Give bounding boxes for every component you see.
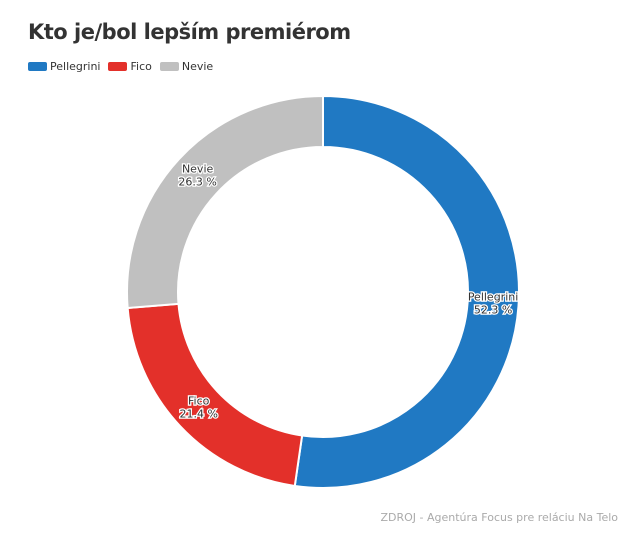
slice-pellegrini[interactable]: [293, 94, 520, 489]
slice-nevie[interactable]: [126, 94, 324, 310]
legend-label: Fico: [130, 60, 152, 73]
legend-label: Pellegrini: [50, 60, 101, 73]
legend-item-pellegrini[interactable]: Pellegrini: [28, 60, 100, 73]
chart-title: Kto je/bol lepším premiérom: [28, 20, 351, 44]
legend-swatch: [159, 62, 179, 71]
data-label-value: 52.3 %: [474, 303, 512, 316]
legend-swatch: [108, 62, 128, 71]
legend-item-fico[interactable]: Fico: [108, 60, 152, 73]
data-label-name: Pellegrini: [468, 290, 518, 303]
legend-swatch: [28, 62, 47, 71]
slice-fico[interactable]: [126, 302, 304, 488]
source-note: ZDROJ - Agentúra Focus pre reláciu Na Te…: [380, 511, 618, 524]
data-label-value: 26.3 %: [178, 175, 216, 188]
legend-label: Nevie: [181, 60, 214, 73]
legend-item-nevie[interactable]: Nevie: [159, 60, 214, 73]
data-label-name: Fico: [188, 395, 210, 408]
data-label-value: 21.4 %: [179, 408, 217, 421]
legend: Pellegrini Fico Nevie: [28, 60, 213, 73]
data-label-name: Nevie: [182, 162, 214, 175]
